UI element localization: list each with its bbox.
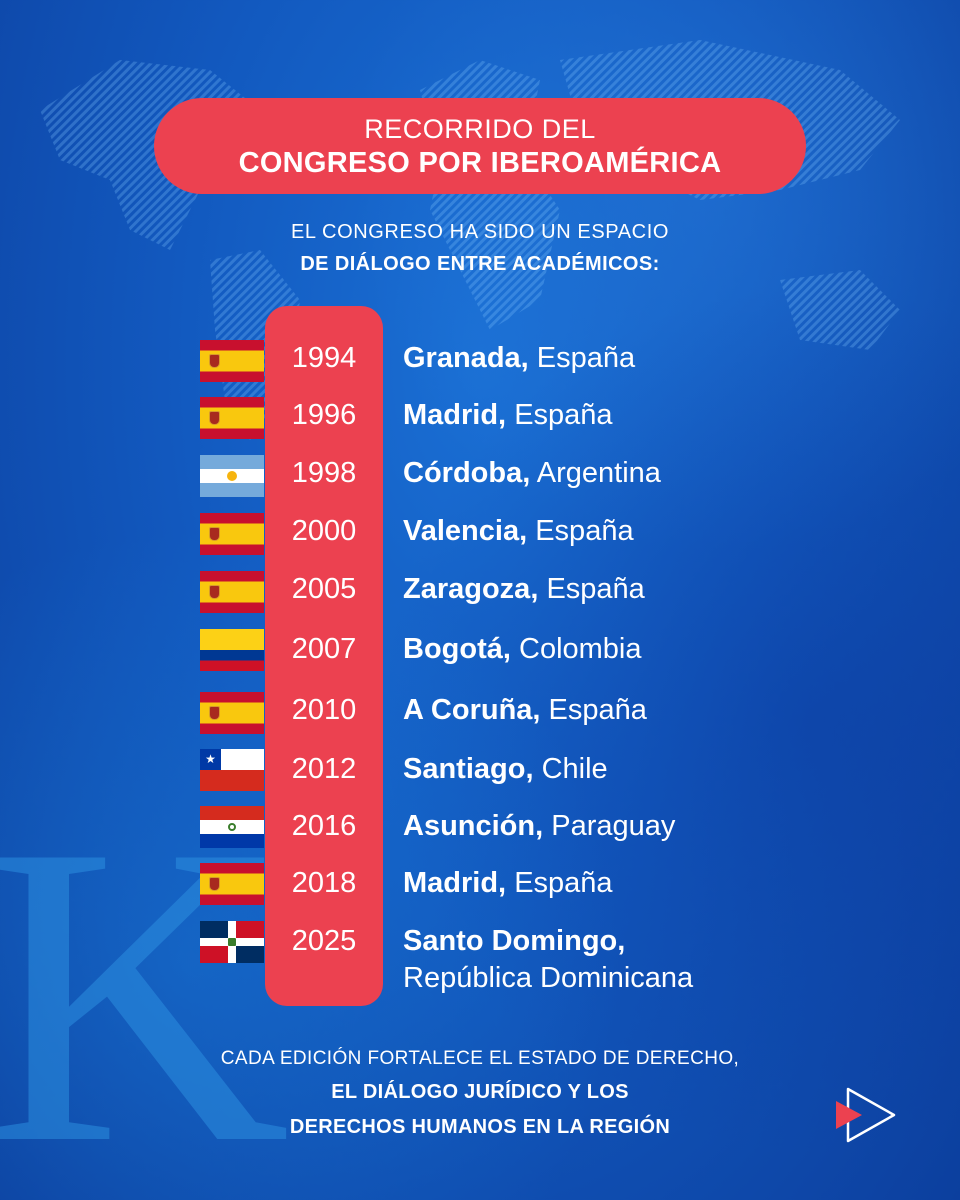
timeline-bar — [265, 306, 383, 1006]
city-name: Santo Domingo, — [403, 925, 626, 957]
timeline-place: Valencia, España — [403, 511, 634, 551]
timeline-place: A Coruña, España — [403, 690, 647, 730]
city-name: Granada, — [403, 342, 529, 374]
spain-flag-icon — [200, 397, 264, 439]
subtitle-line-1: EL CONGRESO HA SIDO UN ESPACIO — [290, 221, 670, 243]
city-name: Zaragoza, — [403, 573, 539, 605]
spain-flag-icon — [200, 863, 264, 905]
timeline-place: Zaragoza, España — [403, 569, 645, 609]
dominican-republic-flag-icon — [200, 921, 264, 963]
title-line-2: CONGRESO POR IBEROAMÉRICA — [238, 147, 722, 179]
timeline-year: 2018 — [291, 867, 357, 899]
subtitle-line-2: DE DIÁLOGO ENTRE ACADÉMICOS: — [300, 253, 660, 275]
play-arrow-icon — [836, 1087, 896, 1143]
timeline-row: 2007 Bogotá, Colombia — [0, 629, 960, 679]
timeline-row: 1998 Córdoba, Argentina — [0, 453, 960, 503]
timeline-place: Granada, España — [403, 338, 635, 378]
timeline-year: 2000 — [291, 515, 357, 547]
timeline-row: 2018 Madrid, España — [0, 863, 960, 913]
timeline-year: 2005 — [291, 573, 357, 605]
timeline-year: 2016 — [291, 810, 357, 842]
title-banner: RECORRIDO DEL CONGRESO POR IBEROAMÉRICA — [154, 98, 806, 194]
timeline-row: 2025 Santo Domingo, República Dominicana — [0, 921, 960, 1001]
subtitle: EL CONGRESO HA SIDO UN ESPACIO DE DIÁLOG… — [0, 216, 960, 280]
spain-flag-icon — [200, 513, 264, 555]
spain-flag-icon — [200, 692, 264, 734]
footer-line-3: DERECHOS HUMANOS EN LA REGIÓN — [289, 1116, 671, 1138]
city-name: Santiago, — [403, 753, 534, 785]
timeline-place: Madrid, España — [403, 395, 613, 435]
timeline-place: Santo Domingo, — [403, 921, 625, 961]
timeline-year: 2007 — [291, 633, 357, 665]
spain-flag-icon — [200, 571, 264, 613]
timeline-year: 1998 — [291, 457, 357, 489]
country-name: España — [546, 573, 645, 605]
country-name: España — [548, 694, 647, 726]
city-name: Valencia, — [403, 515, 528, 547]
timeline-year: 1996 — [291, 399, 357, 431]
timeline-place: Madrid, España — [403, 863, 613, 903]
country-name: España — [514, 867, 613, 899]
city-name: Bogotá, — [403, 633, 511, 665]
timeline-year: 2012 — [291, 753, 357, 785]
country-name: España — [514, 399, 613, 431]
timeline-row: 1996 Madrid, España — [0, 395, 960, 445]
timeline-place: Córdoba, Argentina — [403, 453, 661, 493]
country-name: Chile — [541, 753, 608, 785]
footer-line-1: CADA EDICIÓN FORTALECE EL ESTADO DE DERE… — [220, 1048, 740, 1069]
country-name: España — [536, 342, 636, 374]
country-name: España — [535, 515, 634, 547]
timeline-row: 2000 Valencia, España — [0, 511, 960, 561]
title-line-1: RECORRIDO DEL — [364, 114, 596, 144]
city-name: Madrid, — [403, 399, 507, 431]
timeline-year: 2025 — [291, 925, 357, 957]
argentina-flag-icon — [200, 455, 264, 497]
city-name: A Coruña, — [403, 694, 541, 726]
footer-message: CADA EDICIÓN FORTALECE EL ESTADO DE DERE… — [0, 1043, 960, 1145]
timeline-row: 2010 A Coruña, España — [0, 690, 960, 740]
timeline-row: 2005 Zaragoza, España — [0, 569, 960, 619]
spain-flag-icon — [200, 340, 264, 382]
timeline-year: 2010 — [291, 694, 357, 726]
timeline-place: Bogotá, Colombia — [403, 629, 642, 669]
timeline-year: 1994 — [291, 342, 357, 374]
country-name: Argentina — [536, 457, 661, 489]
country-name: República Dominicana — [403, 962, 694, 994]
city-name: Córdoba, — [403, 457, 531, 489]
city-name: Madrid, — [403, 867, 507, 899]
city-name: Asunción, — [403, 810, 544, 842]
timeline-row: 1994 Granada, España — [0, 338, 960, 388]
country-name: Paraguay — [551, 810, 676, 842]
colombia-flag-icon — [200, 629, 264, 671]
paraguay-flag-icon — [200, 806, 264, 848]
country-name: Colombia — [519, 633, 642, 665]
chile-flag-icon: ★ — [200, 749, 264, 791]
timeline-place: Asunción, Paraguay — [403, 806, 675, 846]
timeline-row: ★ 2012 Santiago, Chile — [0, 749, 960, 799]
timeline-place: Santiago, Chile — [403, 749, 608, 789]
timeline-row: 2016 Asunción, Paraguay — [0, 806, 960, 856]
footer-line-2: EL DIÁLOGO JURÍDICO Y LOS — [331, 1081, 629, 1103]
